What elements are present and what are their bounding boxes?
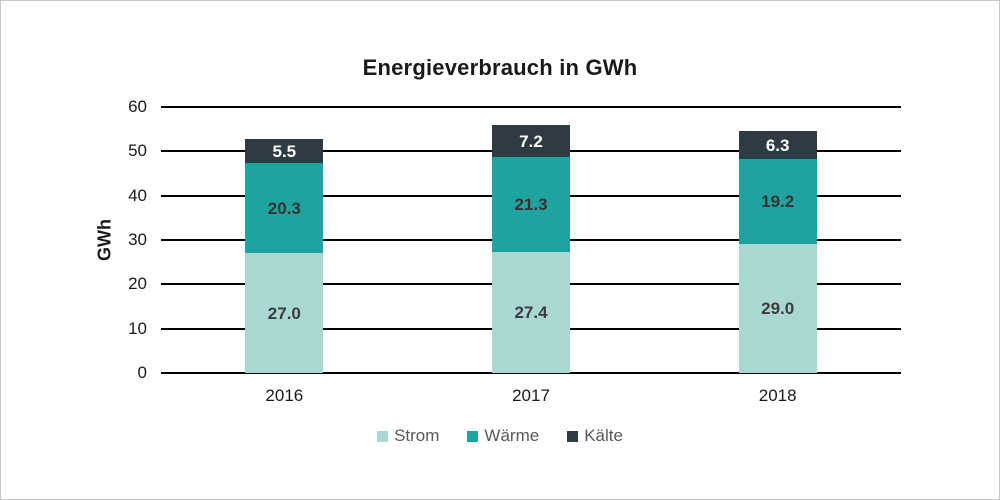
bar-segment-wärme: 19.2 xyxy=(738,159,817,245)
value-label: 6.3 xyxy=(765,135,790,155)
y-tick-label: 20 xyxy=(128,274,147,294)
value-label: 27.4 xyxy=(514,302,548,322)
x-tick-label: 2017 xyxy=(512,386,550,405)
value-label: 27.0 xyxy=(267,303,301,323)
y-tick-label: 0 xyxy=(137,363,147,382)
value-label: 20.3 xyxy=(267,198,301,218)
stacked-bar-2017: 27.4 21.3 7.2 xyxy=(492,107,570,373)
y-tick-label: 10 xyxy=(128,318,147,338)
y-tick-label: 40 xyxy=(128,185,147,205)
x-tick-label: 2018 xyxy=(758,386,797,405)
value-label: 29.0 xyxy=(761,299,795,319)
legend-swatch xyxy=(467,430,479,442)
stacked-bar-2016: 27.0 20.3 5.5 xyxy=(245,107,324,373)
gridline xyxy=(161,372,901,374)
legend-swatch xyxy=(567,430,579,442)
bar-segment-strom: 29.0 xyxy=(738,244,817,373)
y-axis-title: GWh xyxy=(94,219,115,261)
value-label: 7.2 xyxy=(519,131,543,151)
value-label: 5.5 xyxy=(272,141,297,161)
legend-label: Wärme xyxy=(484,426,540,445)
x-tick-label: 2016 xyxy=(265,386,304,405)
bar-segment-strom: 27.4 xyxy=(492,251,570,373)
bar-segment-kälte: 7.2 xyxy=(492,125,570,158)
value-label: 19.2 xyxy=(761,192,795,212)
legend-item-strom: Strom xyxy=(377,426,439,446)
legend-swatch xyxy=(377,430,389,442)
stacked-bar-2018: 29.0 19.2 6.3 xyxy=(738,107,817,373)
legend-label: Strom xyxy=(394,426,440,445)
y-tick-label: 60 xyxy=(128,97,147,116)
legend: Strom Wärme Kälte xyxy=(1,426,999,446)
bar-segment-wärme: 20.3 xyxy=(245,163,324,254)
bar-segment-strom: 27.0 xyxy=(245,253,324,373)
plot-area: 0 10 20 30 40 50 60 27.0 20.3 5.5 2016 27.4 21.3 7.2 2… xyxy=(128,97,901,405)
chart-title: Energieverbrauch in GWh xyxy=(362,55,638,80)
bar-segment-kälte: 6.3 xyxy=(738,131,817,160)
bar-segment-kälte: 5.5 xyxy=(245,138,324,164)
y-tick-label: 30 xyxy=(128,230,147,249)
legend-label: Kälte xyxy=(584,426,623,445)
legend-item-wärme: Wärme xyxy=(467,426,539,446)
bar-segment-wärme: 21.3 xyxy=(492,157,570,252)
legend-item-kälte: Kälte xyxy=(567,426,623,446)
value-label: 21.3 xyxy=(514,194,548,214)
y-tick-label: 50 xyxy=(128,141,147,161)
gridline xyxy=(161,106,901,108)
